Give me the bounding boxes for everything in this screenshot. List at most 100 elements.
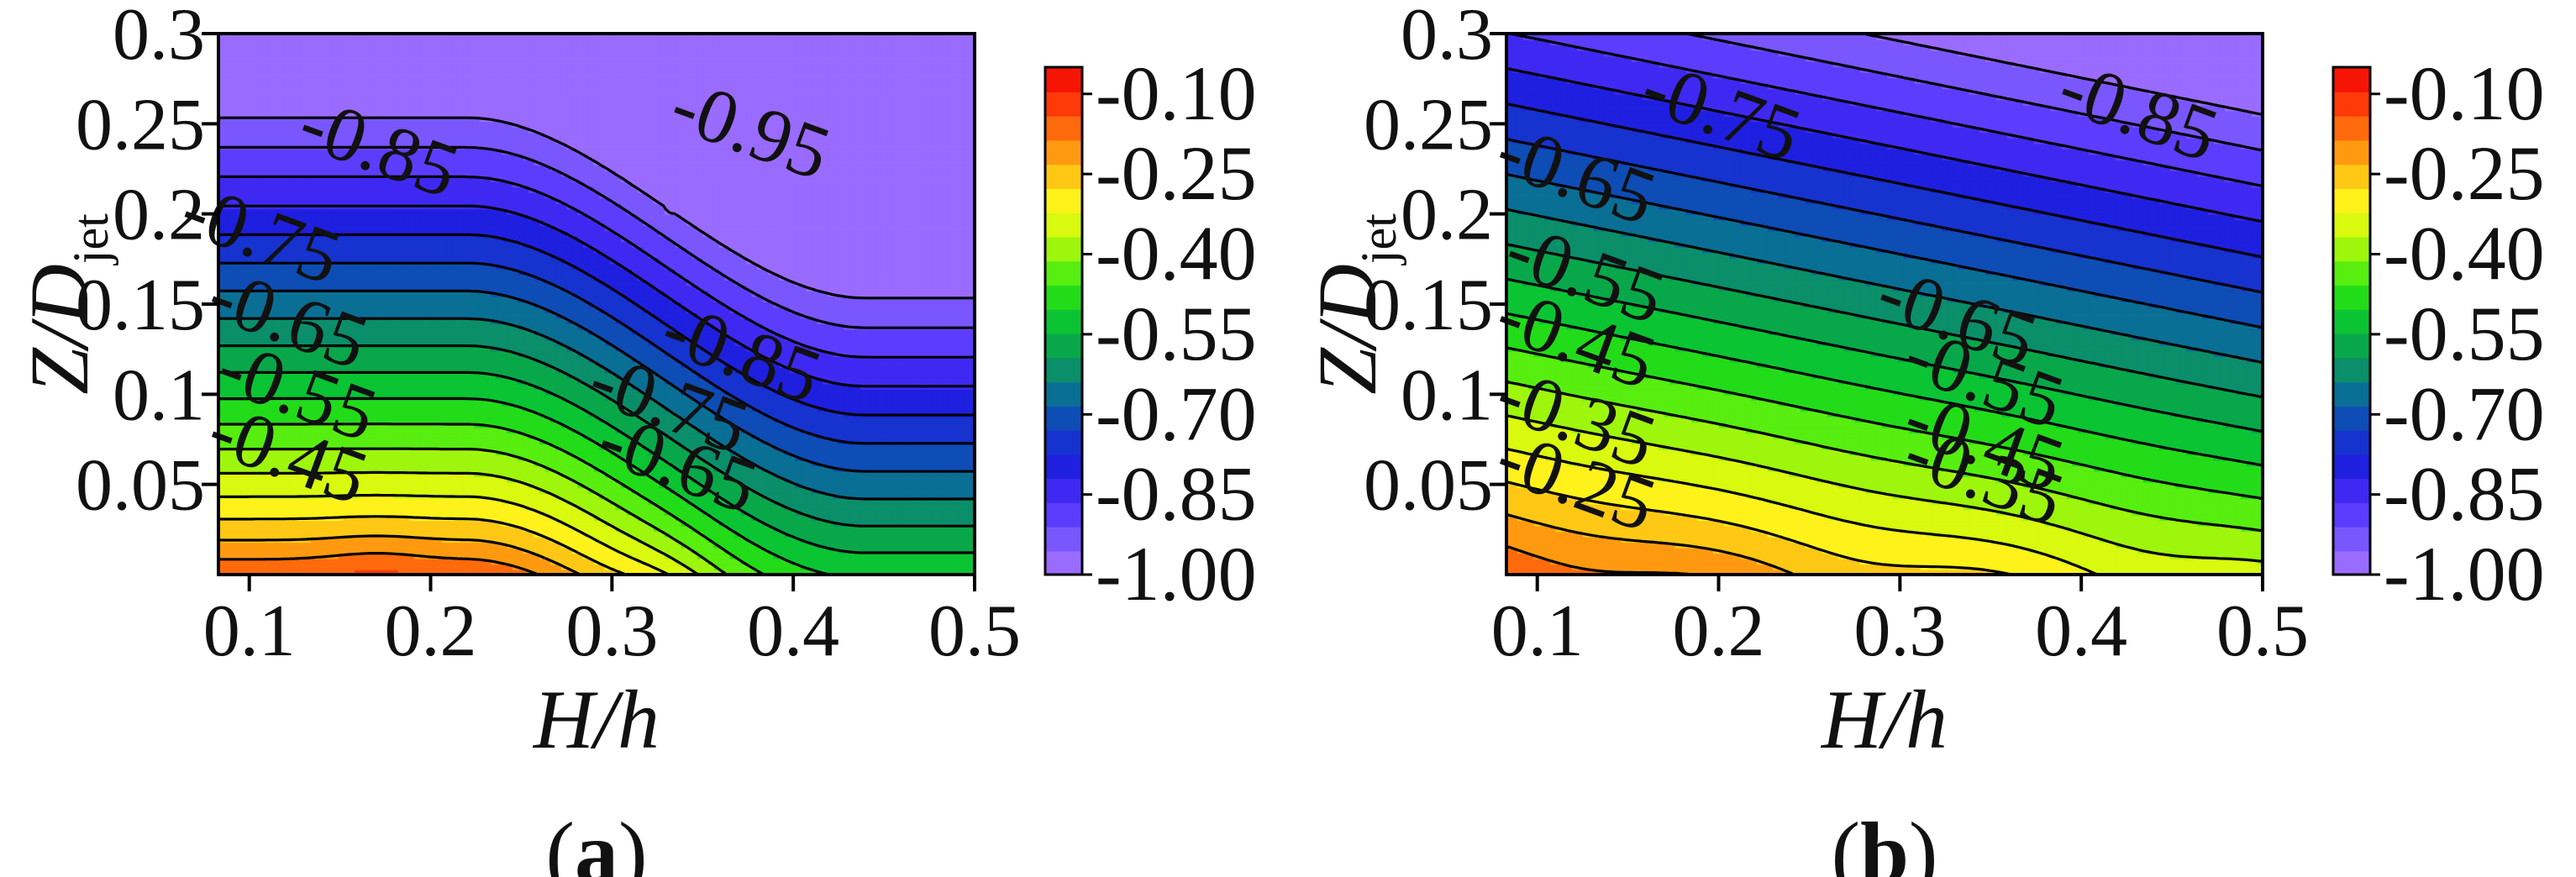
colorbar-band: [2333, 405, 2370, 431]
colorbar-tick-label: -0.40: [1096, 211, 1257, 297]
colorbar-tick-label: -0.25: [1096, 130, 1257, 216]
colorbar-band: [1045, 67, 1082, 92]
contour-fill-b: [1506, 34, 2264, 576]
y-tick-label: 0.3: [1401, 0, 1493, 76]
x-axis-b: 0.1 0.2 0.3 0.4 0.5: [1491, 575, 2309, 672]
contour-line: [218, 423, 765, 576]
colorbar-band: [1045, 381, 1082, 407]
x-axis-label: H/h: [1820, 673, 1948, 766]
y-tick-label: 0.3: [113, 0, 205, 76]
panel-b: -0.75 -0.85 -0.65 -0.55 -0.45 -0.35 -0.25 -0.65…: [1288, 0, 2576, 877]
colorbar-band: [2333, 260, 2370, 286]
contour-labels-b: -0.75 -0.85-0.65-0.55-0.45-0.35-0.25-0.65…: [1486, 43, 2229, 549]
colorbar-band: [1045, 164, 1082, 189]
colorbar-tick-label: -0.85: [2384, 451, 2545, 537]
colorbar-band: [2333, 164, 2370, 189]
contour-labels-a: -0.85 -0.95-0.75-0.65-0.55-0.45-0.85-0.75…: [171, 60, 841, 529]
x-tick-label: 0.2: [1673, 591, 1765, 672]
x-tick-label: 0.2: [385, 591, 477, 672]
colorbar-band: [1045, 454, 1082, 480]
contour-line: [1863, 32, 2263, 116]
contour-lines-a: [218, 116, 975, 576]
y-axis-b: 0.05 0.10.15 0.2 0.25 0.3: [1364, 0, 1506, 527]
colorbar-band: [2333, 139, 2370, 165]
contour-line: [218, 204, 975, 388]
contour-line: [218, 261, 975, 445]
colorbar-tick-label: -0.85: [1096, 451, 1257, 537]
contour-line: [218, 370, 975, 554]
contour-line: [218, 116, 975, 300]
contour-line: [1506, 207, 2263, 365]
x-tick-label: 0.1: [203, 591, 296, 672]
colorbar-band: [2333, 429, 2370, 455]
contour-line: [1506, 138, 2263, 294]
contour-line: [218, 289, 975, 473]
contour-line: [218, 317, 975, 501]
contour-line: [218, 470, 699, 576]
colorbar-band: [1045, 260, 1082, 286]
colorbar-band: [2333, 502, 2370, 528]
contour-line: [1506, 380, 2263, 533]
colorbar-band: [1045, 187, 1082, 213]
colorbar-band: [2333, 477, 2370, 503]
colorbar-band: [1045, 405, 1082, 431]
y-tick-label: 0.15: [76, 265, 205, 346]
colorbar-band: [2333, 454, 2370, 480]
colorbar-band: [1045, 357, 1082, 383]
colorbar-band: [1045, 550, 1082, 576]
y-tick-label: 0.2: [113, 175, 205, 256]
contour-line: [218, 552, 539, 576]
panel-caption: (a): [545, 805, 647, 877]
x-tick-label: 0.4: [747, 591, 839, 672]
colorbar-band: [2333, 284, 2370, 310]
contour-line: [218, 534, 581, 576]
colorbar-band: [1045, 115, 1082, 141]
contour-line: [1506, 173, 2263, 329]
contour-line: [1510, 32, 2263, 188]
colorbar-tick-label: -0.40: [2384, 211, 2545, 297]
colorbar-tick-label: -1.00: [2384, 531, 2545, 617]
contour-line: [218, 396, 830, 576]
x-axis-label: H/h: [532, 673, 660, 766]
y-tick-label: 0.15: [1364, 265, 1493, 346]
contour-line: [218, 175, 975, 359]
contour-chart-a: -0.85 -0.95-0.75-0.65-0.55-0.45-0.85-0.75…: [13, 0, 1257, 877]
y-tick-label: 0.1: [113, 354, 205, 436]
colorbar-tick-label: -0.70: [1096, 370, 1257, 456]
y-tick-label: 0.2: [1401, 175, 1493, 256]
colorbar-band: [2333, 526, 2370, 552]
x-tick-label: 0.5: [928, 591, 1021, 672]
x-axis-a: 0.1 0.2 0.3 0.4 0.5: [203, 575, 1021, 672]
colorbar-band: [1045, 212, 1082, 238]
colorbar-band: [2333, 115, 2370, 141]
y-tick-label: 0.05: [76, 445, 205, 527]
contour-line: [218, 515, 627, 576]
y-axis-label: Z/Djet: [1301, 213, 1406, 395]
contour-line: [218, 493, 670, 576]
colorbar-band: [1045, 477, 1082, 503]
contour-line: [1506, 512, 1795, 576]
y-tick-label: 0.05: [1364, 445, 1493, 527]
y-axis-label: Z/Djet: [13, 213, 118, 395]
y-tick-label: 0.25: [76, 84, 205, 165]
y-tick-label: 0.1: [1401, 354, 1493, 436]
colorbar-tick-label: -0.55: [2384, 291, 2545, 376]
colorbar-band: [1045, 429, 1082, 455]
contour-line: [1506, 66, 2263, 223]
y-tick-label: 0.25: [1364, 84, 1493, 165]
colorbar-band: [2333, 308, 2370, 334]
x-tick-label: 0.3: [1853, 591, 1946, 672]
contour-line: [1506, 277, 2263, 433]
x-tick-label: 0.3: [565, 591, 658, 672]
colorbar-a: -0.10-0.25-0.40-0.55-0.70-0.85-1.00: [1044, 50, 1257, 617]
colorbar-tick-label: -0.10: [1096, 50, 1257, 136]
contour-line: [1685, 32, 2263, 152]
colorbar-frame: [2332, 66, 2372, 576]
colorbar-band: [2333, 550, 2370, 576]
colorbar-band: [2333, 67, 2370, 92]
colorbar-tick-label: -0.25: [2384, 130, 2545, 216]
colorbar-b: -0.10-0.25-0.40-0.55-0.70-0.85-1.00: [2332, 50, 2545, 617]
colorbar-band: [1045, 308, 1082, 334]
contour-line: [218, 145, 975, 329]
colorbar-band: [1045, 502, 1082, 528]
